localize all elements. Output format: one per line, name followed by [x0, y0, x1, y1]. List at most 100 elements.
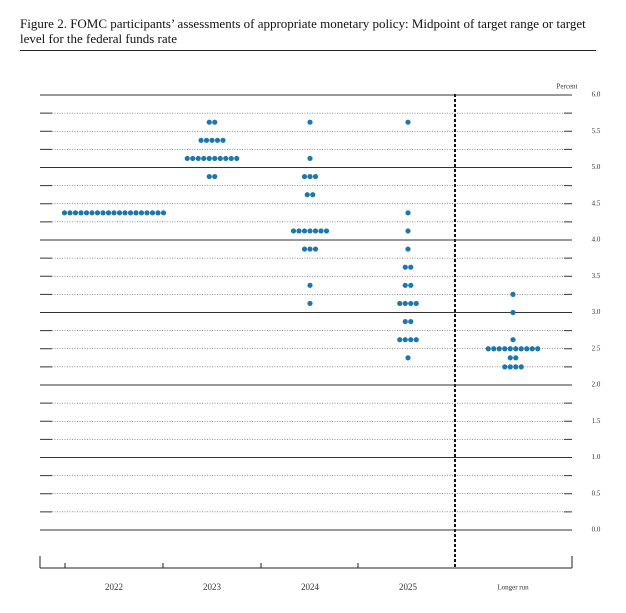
dot — [228, 155, 234, 162]
dot — [518, 346, 524, 352]
y-tick-label: 5.5 — [592, 127, 601, 135]
dot — [296, 228, 302, 234]
dot — [198, 137, 204, 143]
dot — [206, 173, 212, 180]
y-tick-label: 1.0 — [592, 453, 601, 461]
y-tick-label: 3.5 — [592, 272, 601, 280]
y-tick-label: 0.0 — [592, 526, 601, 534]
dot — [413, 300, 419, 307]
dot — [513, 355, 519, 361]
chart-title: Figure 2. FOMC participants’ assessments… — [20, 16, 586, 46]
dot — [301, 228, 308, 234]
x-tick-label: 2022 — [105, 582, 123, 592]
dot — [212, 173, 218, 180]
dot — [89, 210, 95, 216]
dot — [72, 210, 79, 216]
dot — [312, 228, 319, 234]
dot — [310, 192, 316, 198]
dot — [160, 210, 167, 216]
dot — [491, 346, 497, 352]
dot — [408, 318, 414, 325]
dot — [408, 282, 414, 288]
dot — [402, 264, 408, 270]
dot — [217, 155, 223, 162]
dot — [405, 228, 411, 234]
dot — [408, 300, 414, 307]
dot — [307, 246, 313, 252]
y-tick-label: 4.0 — [592, 236, 601, 244]
dot — [518, 364, 524, 370]
dot — [318, 228, 324, 234]
dot — [223, 155, 229, 162]
x-tick-label: 2025 — [399, 582, 418, 592]
dot — [397, 337, 403, 343]
dot — [405, 246, 411, 252]
title-rule — [20, 50, 596, 51]
x-tick-label: Longer run — [497, 584, 529, 592]
x-tick-label: 2024 — [301, 582, 320, 592]
y-tick-label: 2.0 — [592, 381, 601, 389]
dot — [507, 364, 513, 370]
y-tick-label: 2.5 — [592, 344, 601, 352]
y-tick-label: 6.0 — [592, 91, 601, 99]
dot — [105, 210, 112, 216]
dot — [507, 355, 513, 361]
dot — [61, 210, 68, 216]
dot — [206, 119, 212, 125]
dot — [408, 264, 414, 270]
dot — [290, 228, 297, 234]
dot — [307, 119, 313, 125]
dot — [111, 210, 117, 216]
dot — [507, 346, 513, 352]
dot — [397, 300, 403, 307]
dot — [496, 346, 502, 352]
y-axis-label: Percent — [557, 83, 578, 91]
dot — [116, 210, 123, 216]
dot — [502, 346, 508, 352]
dot — [307, 228, 313, 234]
dot — [214, 137, 221, 143]
dot — [413, 337, 419, 343]
dot — [405, 119, 411, 125]
dot — [402, 282, 408, 288]
dot — [307, 300, 313, 307]
dot — [513, 364, 519, 370]
dot — [100, 210, 106, 216]
y-tick-label: 0.5 — [592, 489, 601, 497]
dot — [307, 173, 313, 180]
dot — [307, 282, 313, 288]
dot — [220, 137, 226, 143]
dot — [149, 210, 156, 216]
dot — [190, 155, 196, 162]
dot — [402, 318, 408, 325]
y-tick-label: 3.0 — [592, 308, 601, 316]
dot — [312, 173, 319, 180]
dot — [94, 210, 101, 216]
dot — [510, 309, 516, 316]
dot — [234, 155, 240, 162]
dot — [405, 210, 411, 216]
dot — [402, 300, 408, 307]
y-tick-label: 5.0 — [592, 163, 601, 171]
dot — [513, 346, 519, 352]
dot — [405, 355, 411, 361]
dot — [502, 364, 508, 370]
dot — [524, 346, 530, 352]
x-tick-label: 2023 — [203, 582, 222, 592]
dot — [212, 155, 218, 162]
dot — [144, 210, 150, 216]
dot — [67, 210, 73, 216]
dot — [323, 228, 330, 234]
y-tick-label: 4.5 — [592, 199, 601, 207]
dot — [212, 119, 218, 125]
dot — [485, 346, 491, 352]
dot — [535, 346, 541, 352]
dot — [201, 155, 207, 162]
dot — [510, 291, 516, 297]
dot — [83, 210, 90, 216]
dot — [510, 337, 516, 343]
dot — [206, 155, 212, 162]
dot — [312, 246, 319, 252]
dot — [122, 210, 128, 216]
